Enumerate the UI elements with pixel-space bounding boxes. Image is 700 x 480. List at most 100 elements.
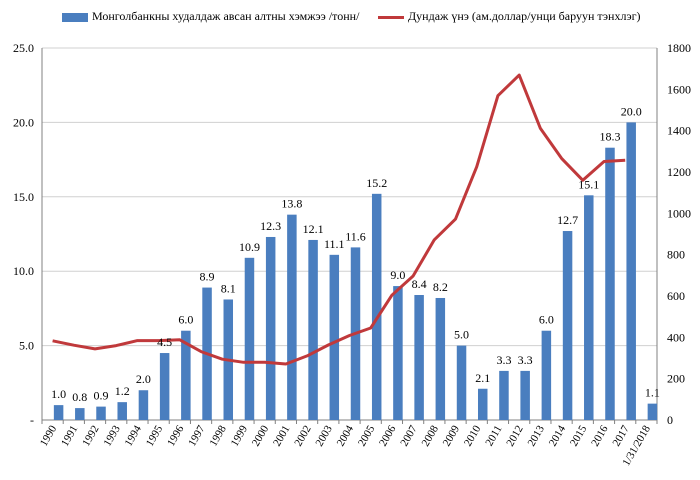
bar [287,214,297,420]
y-right-tick-label: 1000 [667,206,691,220]
y-left-tick-label: 20.0 [13,115,34,129]
x-tick-label: 1993 [101,423,123,448]
x-tick-label: 2009 [441,423,463,448]
y-right-tick-label: 600 [667,289,685,303]
bar-data-label: 12.7 [557,213,578,227]
x-tick-label: 1996 [165,423,187,448]
x-tick-label: 2000 [250,423,272,448]
y-left-tick-label: - [30,413,34,427]
x-tick-label: 2017 [610,423,632,448]
bar-data-label: 1.1 [645,386,660,400]
x-tick-label: 2008 [420,423,442,448]
y-right-tick-label: 1600 [667,82,691,96]
bar-data-label: 9.0 [390,268,405,282]
x-tick-label: 2007 [398,423,420,448]
bar [117,402,127,420]
bar [181,330,191,420]
y-right-tick-label: 400 [667,330,685,344]
x-tick-label: 2014 [547,423,569,448]
bar [371,193,382,420]
bar [138,390,149,420]
bar-data-label: 0.9 [94,389,109,403]
x-tick-label: 1992 [80,424,101,449]
bar-data-label: 4.5 [157,335,172,349]
y-right-tick-label: 200 [667,372,685,386]
bar-data-label: 20.0 [621,104,642,118]
bar [626,122,636,421]
bar [393,286,403,420]
legend-item-bars: Монголбанкны худалдаж авсан алтны хэмжээ… [62,9,359,24]
y-left-tick-label: 25.0 [13,41,34,55]
legend-bar-label: Монголбанкны худалдаж авсан алтны хэмжээ… [92,9,360,23]
bar-data-label: 0.8 [72,390,87,404]
bar-data-label: 2.1 [475,371,490,385]
bar-data-label: 8.4 [412,277,427,291]
legend-line-swatch [378,15,404,19]
bar-data-label: 11.6 [345,229,366,243]
bar-data-label: 1.2 [115,384,130,398]
bar [329,254,340,420]
bar [499,370,509,420]
y-left-tick-label: 5.0 [19,339,34,353]
bar [53,405,64,420]
y-right-tick-label: 1200 [667,165,691,179]
x-tick-label: 2005 [356,423,378,448]
x-tick-label: 1990 [38,423,60,448]
x-tick-label: 2006 [377,423,399,448]
bar [75,408,85,420]
bar-data-label: 5.0 [454,328,469,342]
bar [584,195,594,420]
x-tick-label: 1999 [229,423,251,448]
bar-data-label: 15.2 [366,176,387,190]
bar [244,257,255,420]
x-tick-label: 1991 [59,424,80,449]
x-tick-label: 1998 [207,423,229,448]
bar-data-label: 10.9 [239,240,260,254]
x-tick-label: 2001 [271,424,292,449]
x-tick-label: 1995 [144,423,166,448]
bar-data-label: 3.3 [496,353,511,367]
bar [647,403,658,420]
x-tick-label: 2015 [568,423,590,448]
bar [414,295,424,420]
bar-data-label: 15.1 [578,177,599,191]
bar-data-label: 1.0 [51,387,66,401]
x-tick-label: 1997 [186,423,208,448]
legend-line-label: Дундаж үнэ (ам.доллар/унци баруун тэнхлэ… [408,9,641,23]
bar-data-label: 18.3 [599,130,620,144]
bar [562,231,573,420]
bar-data-label: 11.1 [324,237,345,251]
x-tick-label: 2011 [483,423,504,448]
x-tick-label: 2013 [526,423,548,448]
y-right-tick-label: 0 [667,413,673,427]
bar [435,297,446,420]
bar-data-label: 8.9 [200,270,215,284]
y-right-tick-label: 1800 [667,41,691,55]
bar-data-label: 6.0 [178,313,193,327]
bar [265,236,276,420]
bar [308,239,318,420]
bar-data-label: 12.3 [260,219,281,233]
x-tick-label: 2010 [462,423,484,448]
bar-data-label: 13.8 [281,197,302,211]
bar [96,406,106,420]
bar-data-label: 8.1 [221,281,236,295]
x-tick-label: 2016 [589,423,611,448]
bar [456,345,467,420]
bar [605,147,615,421]
legend: Монголбанкны худалдаж авсан алтны хэмжээ… [0,7,700,27]
legend-bar-swatch [62,12,88,22]
y-left-tick-label: 10.0 [13,264,34,278]
bar-data-label: 2.0 [136,372,151,386]
y-left-tick-label: 15.0 [13,190,34,204]
bar [159,353,170,420]
bar-data-label: 3.3 [518,353,533,367]
bar [477,388,488,420]
x-tick-label: 2002 [292,424,313,449]
bar-data-label: 6.0 [539,313,554,327]
bar [520,370,530,420]
price-line [52,73,626,366]
x-tick-label: 2003 [313,423,335,448]
bar-data-label: 12.1 [303,222,324,236]
